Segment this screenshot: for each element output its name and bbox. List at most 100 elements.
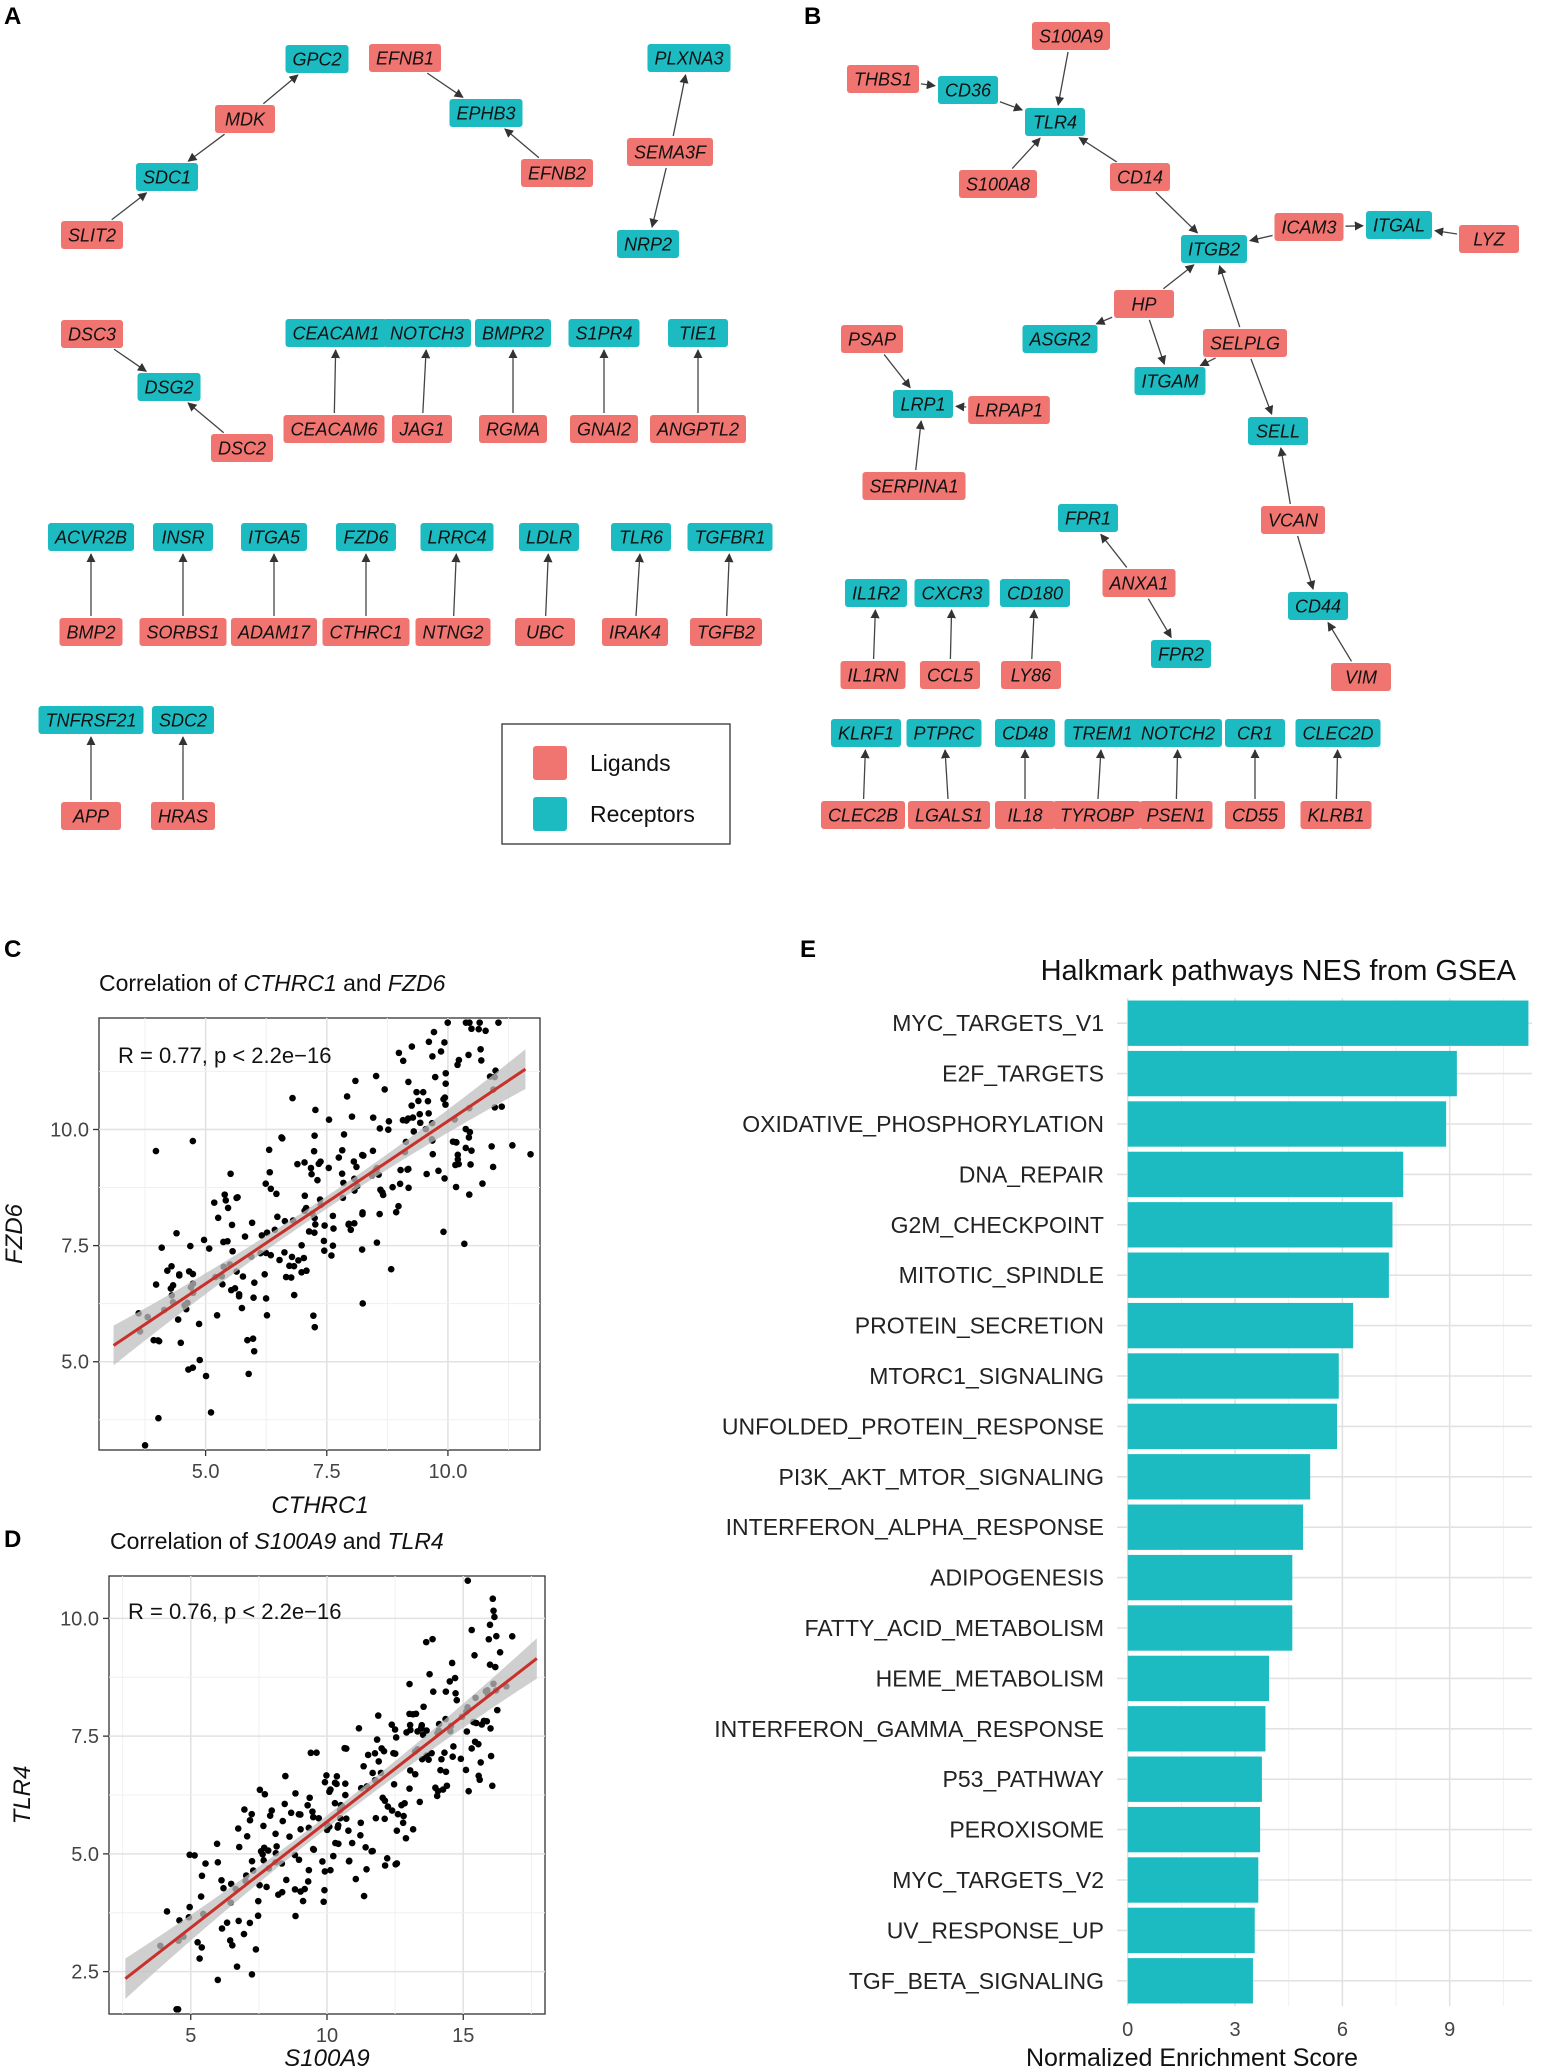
data-point — [416, 1119, 424, 1127]
data-point — [464, 1577, 472, 1585]
bar-fatty-acid-metabolism — [1127, 1605, 1293, 1651]
edge-vcan-to-cd44 — [1297, 535, 1316, 590]
network-a: GPC2 MDK SDC1 SLIT2 EFNB1 EPHB3 EFNB2 PLXNA3 SEM… — [38, 44, 773, 830]
node-label-jag1: JAG1 — [398, 420, 444, 440]
data-point — [468, 1147, 475, 1154]
node-box-plxna3 — [647, 44, 731, 72]
data-point — [262, 1180, 270, 1188]
data-point — [416, 1798, 424, 1806]
legend: Ligands Receptors — [501, 723, 731, 845]
data-point — [205, 1245, 213, 1252]
data-point — [453, 1696, 461, 1704]
node-vcan: VCAN — [1260, 506, 1326, 534]
data-point — [399, 1819, 407, 1827]
node-box-cd48 — [994, 719, 1056, 747]
node-label-cd48: CD48 — [1002, 724, 1048, 744]
node-tnfrsf21: TNFRSF21 — [38, 706, 144, 734]
data-point — [358, 1246, 366, 1253]
data-point — [394, 1810, 402, 1818]
node-tlr4: TLR4 — [1025, 108, 1085, 136]
data-point — [440, 1228, 447, 1236]
edge-slit2-to-sdc1 — [111, 192, 148, 221]
data-point — [490, 1607, 497, 1615]
node-label-efnb1: EFNB1 — [376, 49, 434, 69]
data-point — [185, 1366, 192, 1373]
data-point — [278, 1134, 285, 1141]
data-point — [249, 1335, 257, 1342]
data-point — [224, 1204, 232, 1212]
node-label-hp: HP — [1131, 295, 1156, 315]
data-point — [287, 1274, 295, 1281]
data-point — [425, 1038, 433, 1046]
network-b-edges — [860, 51, 1458, 800]
data-point — [371, 1749, 379, 1757]
data-point — [297, 1811, 304, 1818]
data-point — [329, 1242, 337, 1250]
x-tick-label: 0 — [1122, 2019, 1133, 2041]
node-box-gnai2 — [569, 415, 639, 443]
edge-vcan-to-sell — [1277, 447, 1291, 505]
data-point — [272, 1830, 279, 1838]
node-label-ceacam1: CEACAM1 — [292, 324, 379, 344]
y-tick-label: 5.0 — [61, 1352, 89, 1374]
data-point — [437, 1766, 444, 1774]
data-point — [493, 1706, 501, 1714]
node-box-sdc1 — [135, 163, 199, 191]
data-point — [455, 1056, 463, 1064]
data-point — [348, 1113, 356, 1120]
data-point — [301, 1192, 309, 1200]
data-point — [304, 1801, 311, 1809]
node-label-lyz: LYZ — [1473, 230, 1505, 250]
data-point — [442, 1768, 450, 1776]
node-trem1: TREM1 — [1064, 719, 1140, 747]
category-label-oxidative-phosphorylation: OXIDATIVE_PHOSPHORYLATION — [742, 1111, 1104, 1137]
bar-adipogenesis — [1127, 1554, 1293, 1601]
edge-jag1-to-notch3 — [421, 349, 431, 414]
node-cd55: CD55 — [1224, 801, 1286, 829]
data-point — [248, 1971, 256, 1978]
data-point — [294, 1160, 301, 1168]
data-point — [410, 1128, 418, 1135]
data-point — [306, 1794, 313, 1802]
node-box-dsg2 — [137, 373, 201, 401]
data-point — [263, 1311, 271, 1319]
node-box-cd14 — [1109, 163, 1171, 191]
edge-clec2b-to-klrf1 — [860, 749, 870, 800]
data-point — [477, 1057, 485, 1064]
data-point — [283, 1876, 290, 1884]
data-point — [399, 1057, 407, 1065]
data-point — [379, 1189, 386, 1196]
data-point — [198, 1944, 206, 1951]
node-label-asgr2: ASGR2 — [1028, 330, 1090, 350]
data-point — [452, 1689, 459, 1697]
bar-interferon-alpha-response — [1127, 1504, 1304, 1550]
node-label-acvr2b: ACVR2B — [54, 528, 127, 548]
x-tick-label: 7.5 — [313, 1461, 341, 1483]
chart-e-x-ticks: 0 3 6 9 — [1122, 2019, 1455, 2041]
data-point — [429, 1688, 437, 1695]
node-box-anxa1 — [1102, 569, 1176, 597]
chart-e-x-label: Normalized Enrichment Score — [1026, 2044, 1358, 2069]
node-plxna3: PLXNA3 — [647, 44, 731, 72]
node-box-nrp2 — [616, 230, 680, 258]
chart-d-y-label: TLR4 — [9, 1766, 36, 1825]
node-label-tgfb2: TGFB2 — [697, 623, 755, 643]
node-itga5: ITGA5 — [240, 523, 308, 551]
data-point — [222, 1197, 230, 1204]
data-point — [309, 1845, 317, 1853]
data-point — [408, 1043, 416, 1050]
edge-cd36-to-tlr4 — [999, 101, 1024, 112]
chart-d-annotation: R = 0.76, p < 2.2e−16 — [128, 1599, 341, 1624]
chart-c-annotation: R = 0.77, p < 2.2e−16 — [118, 1043, 331, 1068]
data-point — [449, 1753, 456, 1761]
panel-letter-b: B — [804, 3, 821, 30]
bar-tgf-beta-signaling — [1127, 1958, 1253, 2004]
data-point — [335, 1154, 343, 1161]
data-point — [479, 1180, 486, 1187]
data-point — [341, 1744, 348, 1752]
data-point — [325, 1116, 333, 1123]
data-point — [424, 1097, 432, 1105]
node-box-cthrc1 — [322, 618, 410, 646]
bar-protein-secretion — [1127, 1302, 1354, 1349]
